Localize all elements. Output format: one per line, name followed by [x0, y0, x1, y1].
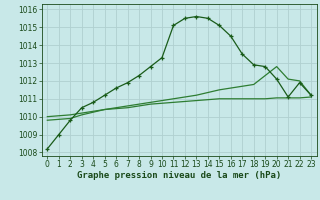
X-axis label: Graphe pression niveau de la mer (hPa): Graphe pression niveau de la mer (hPa) [77, 171, 281, 180]
